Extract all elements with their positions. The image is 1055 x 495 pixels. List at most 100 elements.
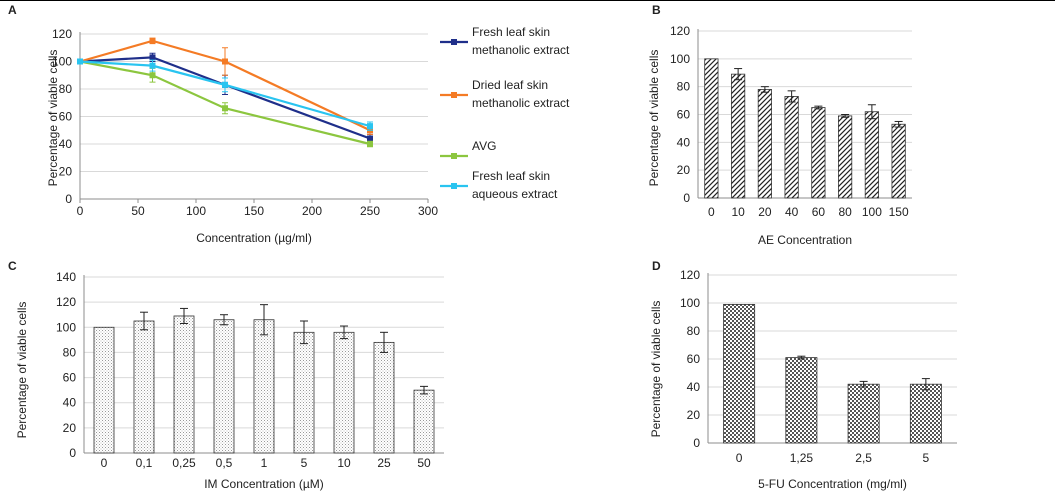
- x-tick-label: 100: [186, 204, 206, 218]
- y-tick-label: 100: [670, 52, 690, 66]
- data-point: [367, 135, 373, 142]
- y-tick-label: 40: [59, 137, 73, 151]
- legend-label: methanolic extract: [472, 96, 570, 110]
- y-tick-label: 60: [687, 352, 701, 366]
- data-point: [222, 58, 228, 65]
- legend-swatch-marker: [451, 39, 457, 45]
- y-tick-label: 60: [59, 110, 73, 124]
- y-tick-label: 120: [680, 268, 700, 282]
- bar: [757, 89, 772, 199]
- y-tick-label: 20: [59, 165, 73, 179]
- figure-top-rule: [0, 0, 1055, 1]
- x-tick-label: 0,1: [136, 456, 153, 470]
- x-tick-label: 0: [708, 205, 715, 219]
- data-point: [222, 105, 228, 112]
- y-tick-label: 140: [56, 270, 76, 284]
- x-tick-label: 1: [261, 456, 268, 470]
- y-tick-label: 40: [677, 135, 691, 149]
- bar: [413, 389, 435, 454]
- data-point: [149, 54, 156, 61]
- x-tick-label: 200: [302, 204, 322, 218]
- bar: [784, 96, 799, 199]
- y-tick-label: 40: [687, 380, 701, 394]
- y-tick-label: 100: [680, 296, 700, 310]
- x-tick-label: 80: [838, 205, 852, 219]
- legend-label: Dried leaf skin: [472, 78, 548, 92]
- panel-letter: B: [652, 3, 661, 17]
- series-line: [79, 56, 371, 140]
- x-tick-label: 150: [889, 205, 909, 219]
- bar: [891, 123, 906, 199]
- bar: [213, 319, 235, 454]
- y-tick-label: 0: [65, 192, 72, 206]
- x-axis-title: 5-FU Concentration (mg/ml): [758, 477, 907, 491]
- bar: [173, 315, 195, 454]
- bar: [93, 326, 115, 454]
- x-tick-label: 100: [862, 205, 882, 219]
- bar: [864, 111, 879, 199]
- legend-swatch-marker: [451, 153, 457, 159]
- y-tick-label: 80: [59, 82, 73, 96]
- x-tick-label: 250: [360, 204, 380, 218]
- y-tick-label: 20: [687, 408, 701, 422]
- y-tick-label: 120: [52, 27, 72, 41]
- bar: [723, 303, 756, 444]
- bar: [333, 331, 355, 454]
- x-tick-label: 0,5: [216, 456, 233, 470]
- data-point: [367, 141, 373, 147]
- y-axis-title: Percentage of viable cells: [647, 50, 661, 187]
- y-axis-title: Percentage of viable cells: [649, 301, 663, 438]
- y-axis-title: Percentage of viable cells: [46, 50, 60, 187]
- x-tick-label: 150: [244, 204, 264, 218]
- bar: [731, 73, 746, 199]
- bar: [293, 331, 315, 454]
- x-tick-label: 5: [923, 451, 930, 465]
- x-tick-label: 10: [731, 205, 745, 219]
- x-tick-label: 25: [377, 456, 391, 470]
- bar: [909, 383, 942, 444]
- panel-letter: D: [652, 259, 661, 273]
- bar: [373, 341, 395, 454]
- data-point: [149, 72, 156, 79]
- x-tick-label: 0: [77, 204, 84, 218]
- x-tick-label: 0: [736, 451, 743, 465]
- y-tick-label: 80: [687, 324, 701, 338]
- bar: [847, 383, 880, 444]
- bar: [838, 115, 853, 199]
- legend-label: Fresh leaf skin: [472, 25, 550, 39]
- data-point: [77, 58, 83, 65]
- y-tick-label: 60: [677, 108, 691, 122]
- x-tick-label: 50: [131, 204, 145, 218]
- y-tick-label: 40: [63, 396, 77, 410]
- panel-letter: C: [8, 259, 17, 273]
- legend-label: methanolic extract: [472, 43, 570, 57]
- bar: [811, 107, 826, 199]
- x-tick-label: 0: [101, 456, 108, 470]
- series-line: [79, 60, 371, 128]
- x-tick-label: 60: [812, 205, 826, 219]
- x-tick-label: 10: [337, 456, 351, 470]
- x-tick-label: 300: [418, 204, 438, 218]
- legend-label: aqueous extract: [472, 187, 558, 201]
- y-tick-label: 0: [683, 191, 690, 205]
- series-line: [79, 60, 371, 146]
- y-tick-label: 80: [677, 80, 691, 94]
- x-axis-title: Concentration (µg/ml): [196, 231, 312, 245]
- y-tick-label: 80: [63, 345, 77, 359]
- y-tick-label: 20: [677, 163, 691, 177]
- data-point: [149, 37, 156, 44]
- x-tick-label: 0,25: [172, 456, 196, 470]
- y-tick-label: 20: [63, 421, 77, 435]
- panel-letter: A: [8, 3, 17, 17]
- y-tick-label: 0: [69, 446, 76, 460]
- y-tick-label: 120: [670, 24, 690, 38]
- bar: [785, 357, 818, 444]
- bar: [133, 320, 155, 454]
- bar: [704, 58, 719, 199]
- y-tick-label: 100: [56, 320, 76, 334]
- y-tick-label: 100: [52, 55, 72, 69]
